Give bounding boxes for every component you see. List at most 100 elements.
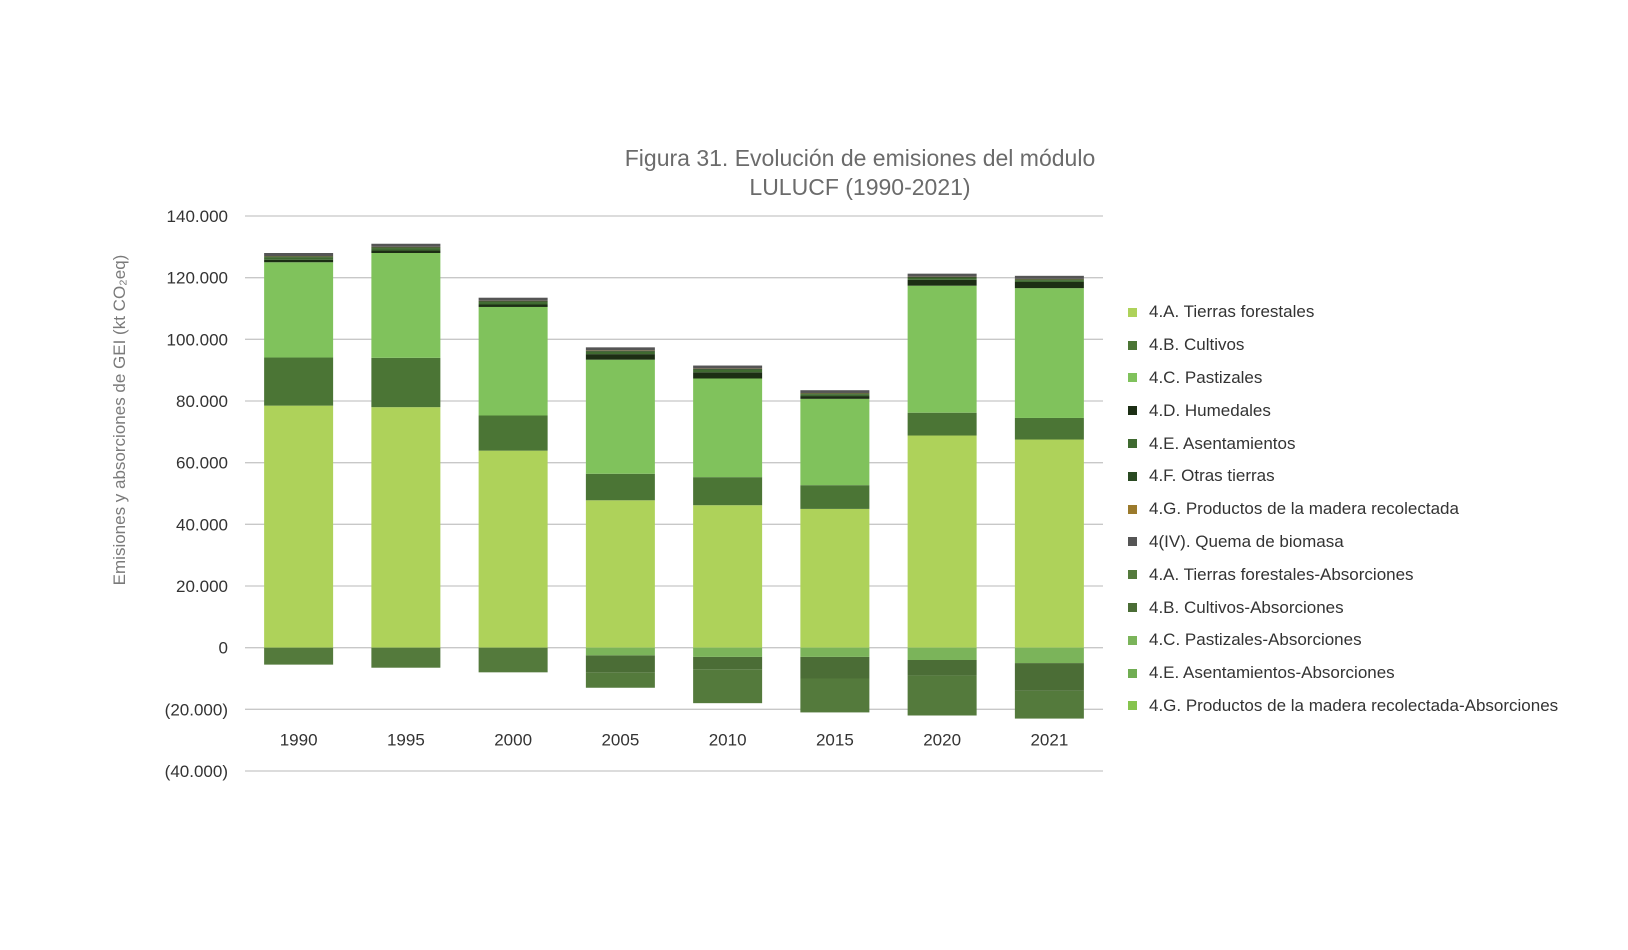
- y-tick-label: 80.000: [176, 392, 228, 411]
- legend-item: 4.E. Asentamientos-Absorciones: [1128, 657, 1618, 690]
- bar-segment: [693, 505, 763, 648]
- bar-segment: [693, 369, 763, 373]
- x-tick-label: 2010: [709, 730, 747, 749]
- bar-segment: [800, 678, 870, 713]
- bar-segment: [907, 647, 977, 660]
- bar-segment: [478, 306, 548, 416]
- y-tick-label: 20.000: [176, 577, 228, 596]
- bar-segment: [371, 243, 441, 247]
- bar-segment: [478, 647, 548, 673]
- y-tick-label: 60.000: [176, 454, 228, 473]
- bar-segment: [907, 285, 977, 413]
- bar-segment: [907, 660, 977, 676]
- bar-segment: [585, 347, 655, 351]
- bar-segment: [907, 675, 977, 716]
- legend-swatch: [1128, 701, 1137, 711]
- bar-segment: [264, 257, 334, 260]
- bar-segment: [371, 407, 441, 648]
- bar-segment: [907, 435, 977, 648]
- bar-segment: [800, 508, 870, 648]
- bar-segment: [264, 357, 334, 406]
- bar-segment: [1014, 439, 1084, 648]
- legend-item: 4.F. Otras tierras: [1128, 460, 1618, 493]
- chart-title-line-2: LULUCF (1990-2021): [749, 174, 971, 200]
- bar-segment: [585, 500, 655, 648]
- bar-segment: [371, 357, 441, 408]
- legend-swatch: [1128, 340, 1137, 350]
- legend-item: 4.C. Pastizales: [1128, 362, 1618, 395]
- legend-swatch: [1128, 406, 1137, 416]
- bar-segment: [800, 396, 870, 399]
- legend-label: 4.E. Asentamientos: [1149, 433, 1296, 453]
- bar-segment: [264, 253, 334, 257]
- bar-segment: [907, 277, 977, 278]
- bar-segment: [585, 473, 655, 501]
- legend: 4.A. Tierras forestales 4.B. Cultivos 4.C.…: [1128, 296, 1618, 722]
- bar-segment: [585, 359, 655, 474]
- bar-segment: [1014, 275, 1084, 279]
- bar-segment: [371, 253, 441, 358]
- legend-label: 4.C. Pastizales-Absorciones: [1149, 630, 1362, 650]
- bar-segment: [800, 398, 870, 486]
- bar-segment: [1014, 647, 1084, 664]
- legend-label: 4.G. Productos de la madera recolectada: [1149, 499, 1459, 519]
- legend-swatch: [1128, 439, 1137, 449]
- legend-label: 4.B. Cultivos-Absorciones: [1149, 597, 1344, 617]
- legend-label: 4.E. Asentamientos-Absorciones: [1149, 663, 1395, 683]
- bar-segment: [907, 412, 977, 436]
- bar-segment: [585, 655, 655, 673]
- x-tick-label: 2021: [1030, 730, 1068, 749]
- bar-segment: [907, 273, 977, 277]
- legend-swatch: [1128, 504, 1137, 514]
- x-tick-label: 2005: [601, 730, 639, 749]
- bar-segment: [585, 647, 655, 656]
- bar-segment: [264, 259, 334, 263]
- bar-segment: [693, 372, 763, 379]
- legend-swatch: [1128, 537, 1137, 547]
- legend-item: 4.E. Asentamientos: [1128, 427, 1618, 460]
- bar-segment: [264, 256, 334, 258]
- bar-segment: [800, 485, 870, 509]
- bar-segment: [371, 647, 441, 668]
- bar-segment: [585, 672, 655, 688]
- bar-segment: [478, 450, 548, 648]
- chart-title: Figura 31. Evolución de emisiones del mó…: [560, 144, 1160, 202]
- bar-segment: [478, 301, 548, 303]
- bar-segment: [693, 378, 763, 478]
- x-tick-label: 2015: [816, 730, 854, 749]
- y-tick-label: 140.000: [167, 207, 228, 226]
- bar-segment: [693, 656, 763, 670]
- legend-label: 4.G. Productos de la madera recolectada-…: [1149, 695, 1559, 715]
- legend-item: 4.C. Pastizales-Absorciones: [1128, 624, 1618, 657]
- x-tick-label: 1995: [387, 730, 425, 749]
- bar-segment: [800, 393, 870, 395]
- bar-segment: [800, 647, 870, 657]
- legend-swatch: [1128, 570, 1137, 580]
- legend-item: 4.A. Tierras forestales-Absorciones: [1128, 558, 1618, 591]
- bar-segment: [371, 248, 441, 251]
- y-tick-label: (20.000): [165, 700, 228, 719]
- bar-segment: [1014, 281, 1084, 289]
- legend-item: 4.G. Productos de la madera recolectada: [1128, 493, 1618, 526]
- y-tick-label: 40.000: [176, 515, 228, 534]
- bar-segment: [478, 304, 548, 307]
- legend-label: 4(IV). Quema de biomasa: [1149, 531, 1344, 551]
- x-tick-label: 2000: [494, 730, 532, 749]
- bar-segment: [1014, 279, 1084, 281]
- legend-swatch: [1128, 307, 1137, 317]
- bar-segment: [907, 279, 977, 286]
- bar-segment: [371, 247, 441, 249]
- bar-segment: [478, 297, 548, 301]
- y-tick-label: 120.000: [167, 269, 228, 288]
- legend-item: 4.G. Productos de la madera recolectada-…: [1128, 690, 1618, 723]
- bar-segment: [264, 262, 334, 358]
- bar-segment: [800, 394, 870, 397]
- y-tick-label: 100.000: [167, 330, 228, 349]
- bar-segment: [585, 354, 655, 360]
- bar-segment: [693, 365, 763, 369]
- bar-segment: [800, 390, 870, 393]
- x-tick-label: 2020: [923, 730, 961, 749]
- bar-segment: [693, 477, 763, 506]
